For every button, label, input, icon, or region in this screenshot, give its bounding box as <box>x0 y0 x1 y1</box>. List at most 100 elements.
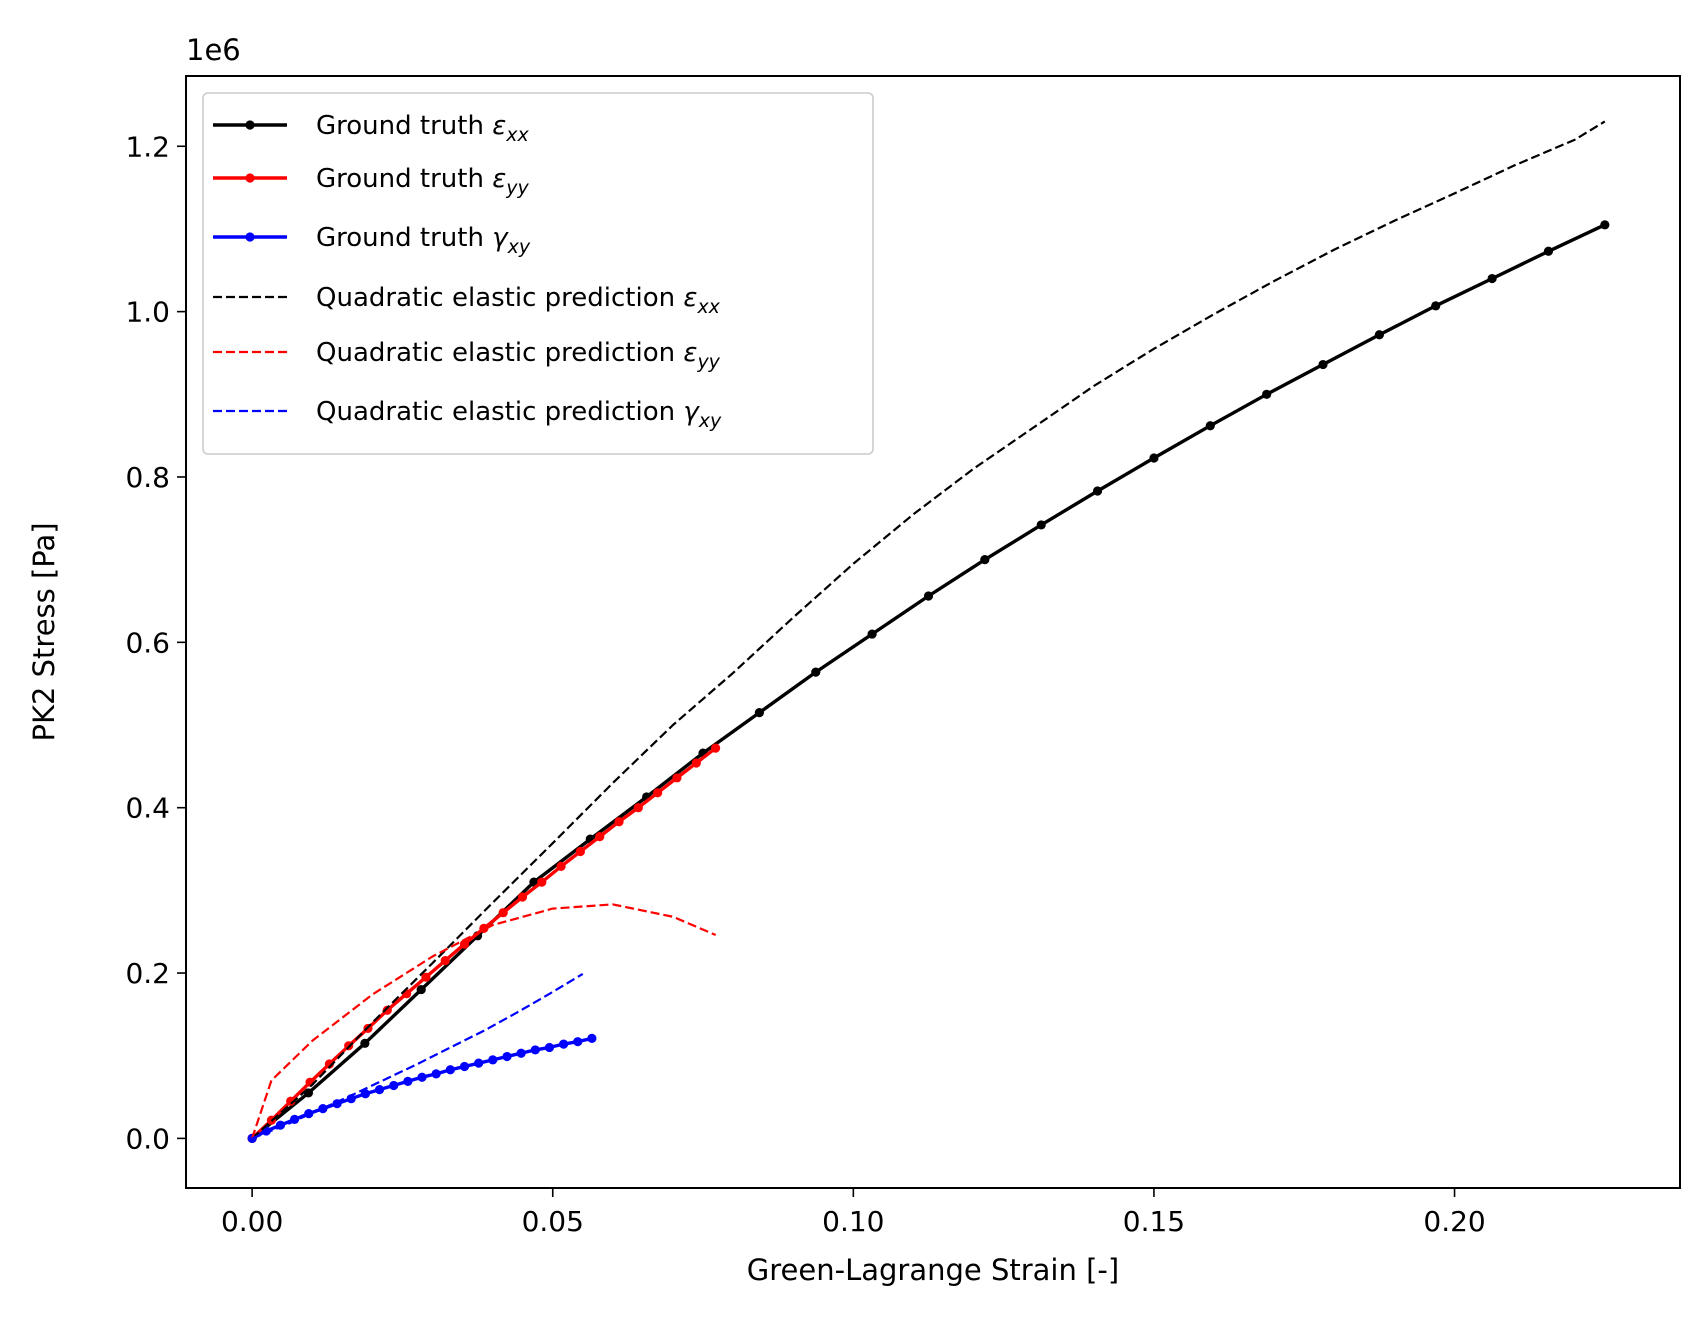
y-tick-label: 0.2 <box>125 957 170 990</box>
legend-entry-symbol: ε <box>492 111 506 141</box>
data-point <box>672 773 682 783</box>
legend-entry-symbol: γ <box>683 397 700 427</box>
data-point <box>389 1080 399 1091</box>
x-axis-label: Green-Lagrange Strain [-] <box>747 1253 1119 1287</box>
data-point <box>587 1033 597 1043</box>
data-point <box>1543 246 1554 256</box>
legend-entry-symbol: ε <box>683 338 697 368</box>
series-4 <box>251 903 717 1139</box>
data-point <box>754 708 764 718</box>
y-tick-label: 1.0 <box>125 296 170 329</box>
legend-entry-label: Ground truth εyy <box>316 164 530 199</box>
prediction-line <box>251 972 584 1140</box>
data-point <box>530 1045 540 1055</box>
legend-entry-symbol: ε <box>683 283 697 313</box>
data-point <box>1431 301 1441 311</box>
legend-entry-subscript: yy <box>696 351 720 373</box>
legend-box <box>202 92 874 455</box>
data-point <box>474 1058 484 1068</box>
legend-entry-symbol: ε <box>492 164 506 194</box>
data-point <box>575 846 585 857</box>
data-point <box>1262 389 1272 399</box>
legend-entry-label: Quadratic elastic prediction γxy <box>316 397 722 432</box>
legend-entry-label: Quadratic elastic prediction εyy <box>316 338 721 373</box>
axes-frame <box>185 75 1681 1189</box>
legend-marker <box>245 120 255 130</box>
data-point <box>711 743 721 753</box>
data-point <box>360 1038 370 1048</box>
data-point <box>556 861 566 871</box>
data-point <box>595 832 605 842</box>
data-point <box>459 1061 470 1072</box>
legend-entry-text: Ground truth <box>316 111 492 141</box>
data-point <box>614 817 624 827</box>
data-point <box>1036 520 1046 530</box>
y-axis: 0.0 0.2 0.4 0.6 0.8 1.0 1.2 <box>125 130 186 1155</box>
x-axis: 0.00 0.05 0.10 0.15 0.20 <box>221 1188 1486 1238</box>
data-point <box>360 1089 371 1099</box>
legend-entry-text: Quadratic elastic prediction <box>316 283 683 313</box>
x-tick-label: 0.20 <box>1423 1205 1485 1238</box>
data-point <box>502 1051 512 1062</box>
legend-entry-text: Quadratic elastic prediction <box>316 397 683 427</box>
legend-entry-label: Quadratic elastic prediction εxx <box>316 283 721 318</box>
data-point <box>653 788 663 798</box>
legend-entry-label: Ground truth γxy <box>316 223 531 258</box>
data-point <box>498 908 508 918</box>
data-point <box>537 877 547 887</box>
data-point <box>633 803 643 813</box>
legend-entry-text: Ground truth <box>316 223 492 253</box>
x-tick-label: 0.15 <box>1123 1205 1185 1238</box>
data-point <box>1600 220 1610 230</box>
y-tick-label: 0.4 <box>125 792 170 825</box>
legend-entry-subscript: xy <box>698 410 722 432</box>
series-5 <box>251 972 584 1140</box>
y-tick-label: 0.0 <box>125 1122 170 1155</box>
data-point <box>431 1069 441 1079</box>
legend-entry-subscript: xy <box>507 236 531 258</box>
data-point <box>286 1096 296 1106</box>
data-point <box>445 1065 455 1075</box>
data-point <box>324 1059 334 1069</box>
data-point <box>382 1005 392 1015</box>
y-axis-label: PK2 Stress [Pa] <box>27 522 61 741</box>
data-point <box>403 1076 413 1086</box>
data-point <box>691 758 701 768</box>
data-point <box>517 892 528 902</box>
data-point <box>421 972 431 982</box>
data-point <box>811 667 821 677</box>
plot-area <box>247 120 1610 1143</box>
legend-entry-subscript: xx <box>696 296 720 318</box>
y-offset-label: 1e6 <box>186 33 241 67</box>
x-tick-label: 0.10 <box>822 1205 884 1238</box>
data-point <box>488 1055 498 1065</box>
prediction-line <box>251 120 1606 1140</box>
legend-entry-text: Quadratic elastic prediction <box>316 338 683 368</box>
data-point <box>1374 330 1384 340</box>
legend-marker <box>245 173 255 183</box>
legend-entry-text: Ground truth <box>316 164 492 194</box>
series-3 <box>251 120 1606 1140</box>
data-point <box>1205 421 1215 431</box>
data-point <box>440 956 450 966</box>
prediction-line <box>251 903 717 1139</box>
legend-entry-subscript: yy <box>505 177 529 199</box>
legend-entry-subscript: xx <box>505 124 529 146</box>
data-point <box>516 1048 526 1058</box>
x-tick-label: 0.05 <box>522 1205 584 1238</box>
y-tick-label: 0.8 <box>125 461 170 494</box>
data-point <box>559 1039 569 1049</box>
data-point <box>980 555 990 565</box>
data-point <box>544 1042 555 1053</box>
data-point <box>1149 453 1159 463</box>
data-point <box>416 984 426 995</box>
y-tick-label: 1.2 <box>125 130 170 163</box>
data-point <box>573 1037 583 1047</box>
data-point <box>459 939 470 949</box>
series-2 <box>247 1033 597 1143</box>
data-point <box>374 1085 385 1095</box>
data-point <box>1318 359 1328 370</box>
x-tick-label: 0.00 <box>221 1205 283 1238</box>
data-point <box>1092 486 1103 496</box>
